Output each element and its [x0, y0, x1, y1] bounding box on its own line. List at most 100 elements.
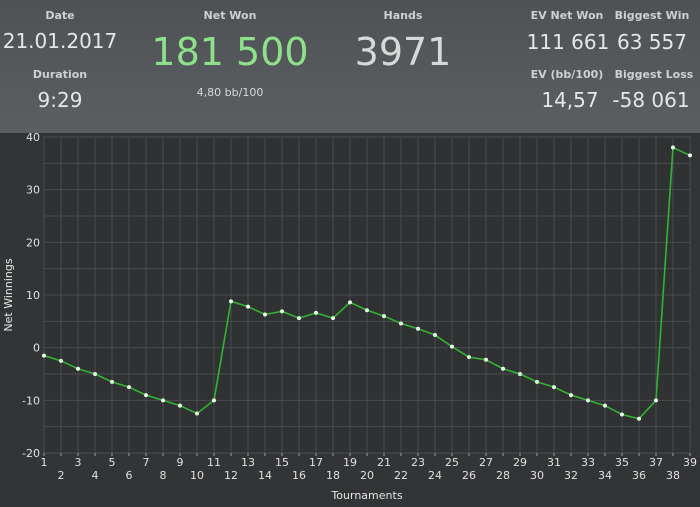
x-tick-label: 34: [598, 469, 612, 482]
x-tick-label: 11: [207, 456, 221, 469]
data-point: [229, 299, 233, 304]
biggest-loss-label: Biggest Loss: [614, 68, 694, 81]
data-point: [586, 398, 590, 403]
data-point: [620, 412, 624, 417]
data-point: [263, 312, 267, 317]
data-point: [688, 153, 692, 158]
data-point: [535, 379, 539, 384]
y-tick-label: -20: [22, 447, 40, 460]
data-point: [59, 358, 63, 363]
chart-grid: [43, 136, 691, 454]
x-tick-label: 18: [326, 469, 340, 482]
x-tick-label: 29: [513, 456, 527, 469]
x-tick-label: 35: [615, 456, 629, 469]
date-label: Date: [45, 9, 75, 22]
x-tick-label: 27: [479, 456, 493, 469]
ev-net-won-label: EV Net Won: [530, 9, 604, 22]
data-point: [144, 393, 148, 398]
x-axis-ticks: 1234567891011121314151617181920212223242…: [41, 453, 697, 482]
hands-value: 3971: [354, 30, 452, 74]
data-point: [654, 398, 658, 403]
y-tick-label: 0: [33, 342, 40, 355]
data-point: [416, 326, 420, 331]
data-point: [110, 379, 114, 384]
x-tick-label: 6: [126, 469, 133, 482]
x-tick-label: 21: [377, 456, 391, 469]
x-tick-label: 23: [411, 456, 425, 469]
net-won-value: 181 500: [151, 30, 309, 74]
data-point: [212, 398, 216, 403]
x-tick-label: 13: [241, 456, 255, 469]
x-tick-label: 31: [547, 456, 561, 469]
biggest-win-label: Biggest Win: [614, 9, 690, 22]
y-axis-label: Net Winnings: [2, 258, 15, 331]
x-tick-label: 19: [343, 456, 357, 469]
data-point: [552, 385, 556, 390]
duration-value: 9:29: [37, 88, 83, 112]
data-point: [569, 393, 573, 398]
data-point: [484, 357, 488, 362]
data-point: [433, 333, 437, 338]
data-point: [93, 372, 97, 376]
duration-label: Duration: [32, 68, 88, 81]
x-tick-label: 8: [160, 469, 167, 482]
ev-bb100-label: EV (bb/100): [530, 68, 604, 81]
net-winnings-chart: -20 -10 0 10 20 30 40 1 2 3 4 5 6 7 8 9 10 11 12 13 14 15 16 1…: [0, 133, 700, 507]
net-won-bb100: 4,80 bb/100: [196, 86, 264, 99]
x-tick-label: 7: [143, 456, 150, 469]
x-tick-label: 2: [58, 469, 65, 482]
x-tick-label: 24: [428, 469, 442, 482]
x-tick-label: 25: [445, 456, 459, 469]
biggest-win-value: 63 557: [617, 30, 687, 54]
x-tick-label: 3: [75, 456, 82, 469]
x-tick-label: 39: [683, 456, 697, 469]
data-point: [331, 316, 335, 321]
data-point: [603, 403, 607, 408]
x-tick-label: 38: [666, 469, 680, 482]
x-tick-label: 9: [177, 456, 184, 469]
data-point: [178, 403, 182, 408]
hands-label: Hands: [383, 9, 423, 22]
x-tick-label: 36: [632, 469, 646, 482]
x-tick-label: 15: [275, 456, 289, 469]
net-won-label: Net Won: [203, 9, 257, 22]
x-tick-label: 16: [292, 469, 306, 482]
data-point: [518, 372, 522, 376]
biggest-loss-value: -58 061: [612, 88, 690, 112]
x-tick-label: 22: [394, 469, 408, 482]
data-point: [161, 398, 165, 403]
x-tick-label: 1: [41, 456, 48, 469]
y-tick-label: 20: [26, 236, 40, 249]
x-tick-label: 4: [92, 469, 99, 482]
data-point: [671, 145, 675, 150]
ev-net-won-value: 111 661: [526, 30, 610, 54]
data-point: [246, 304, 250, 309]
data-point: [280, 309, 284, 314]
data-point: [297, 316, 301, 321]
x-axis-label: Tournaments: [330, 489, 402, 502]
y-tick-label: 30: [26, 184, 40, 197]
data-point: [127, 385, 131, 390]
y-tick-label: 40: [26, 133, 40, 144]
data-point: [314, 310, 318, 315]
x-tick-label: 20: [360, 469, 374, 482]
x-tick-label: 17: [309, 456, 323, 469]
series-points: [42, 145, 692, 421]
data-point: [501, 366, 505, 371]
x-tick-label: 33: [581, 456, 595, 469]
data-point: [365, 308, 369, 313]
data-point: [450, 344, 454, 349]
x-tick-label: 28: [496, 469, 510, 482]
y-tick-label: -10: [22, 394, 40, 407]
x-tick-label: 10: [190, 469, 204, 482]
data-point: [76, 366, 80, 371]
x-tick-label: 5: [109, 456, 116, 469]
x-tick-label: 37: [649, 456, 663, 469]
data-point: [467, 355, 471, 360]
data-point: [382, 314, 386, 319]
ev-bb100-value: 14,57: [541, 88, 599, 112]
data-point: [399, 321, 403, 326]
y-axis-ticks: -20 -10 0 10 20 30 40: [22, 133, 40, 460]
x-tick-label: 14: [258, 469, 272, 482]
